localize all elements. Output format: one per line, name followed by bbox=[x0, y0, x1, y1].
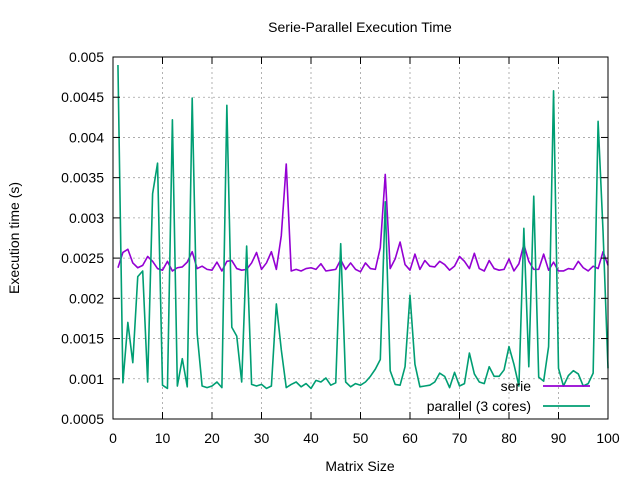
x-tick-label: 80 bbox=[501, 430, 517, 446]
series-line-parallel bbox=[117, 65, 609, 390]
x-tick-label: 50 bbox=[353, 430, 369, 446]
y-tick-label: 0.004 bbox=[69, 129, 104, 145]
legend-label: parallel (3 cores) bbox=[427, 398, 531, 414]
y-tick-label: 0.0035 bbox=[61, 170, 104, 186]
x-tick-label: 40 bbox=[303, 430, 319, 446]
x-axis-label: Matrix Size bbox=[325, 458, 394, 474]
y-axis-label: Execution time (s) bbox=[6, 182, 22, 294]
series-group bbox=[117, 65, 609, 390]
ticks: 0.0005 0.001 0.0015 0.002 0.0025 0.003 0.0035 0… bbox=[61, 49, 620, 446]
plot-frame bbox=[112, 56, 609, 420]
series-line-serie bbox=[117, 163, 609, 273]
x-tick-label: 30 bbox=[254, 430, 270, 446]
y-tick-label: 0.0005 bbox=[61, 411, 104, 427]
x-tick-label: 60 bbox=[402, 430, 418, 446]
y-tick-label: 0.001 bbox=[69, 371, 104, 387]
x-tick-label: 10 bbox=[155, 430, 171, 446]
y-tick-label: 0.0025 bbox=[61, 250, 104, 266]
x-tick-label: 70 bbox=[452, 430, 468, 446]
legend-label: serie bbox=[501, 378, 532, 394]
y-tick-label: 0.005 bbox=[69, 49, 104, 65]
x-tick-label: 0 bbox=[109, 430, 117, 446]
y-tick-label: 0.002 bbox=[69, 290, 104, 306]
x-tick-label: 90 bbox=[551, 430, 567, 446]
x-tick-label: 100 bbox=[596, 430, 620, 446]
y-tick-label: 0.003 bbox=[69, 210, 104, 226]
y-tick-label: 0.0045 bbox=[61, 89, 104, 105]
y-tick-label: 0.0015 bbox=[61, 331, 104, 347]
x-tick-label: 20 bbox=[204, 430, 220, 446]
chart-title: Serie-Parallel Execution Time bbox=[268, 19, 452, 35]
legend: serie parallel (3 cores) bbox=[427, 378, 590, 414]
